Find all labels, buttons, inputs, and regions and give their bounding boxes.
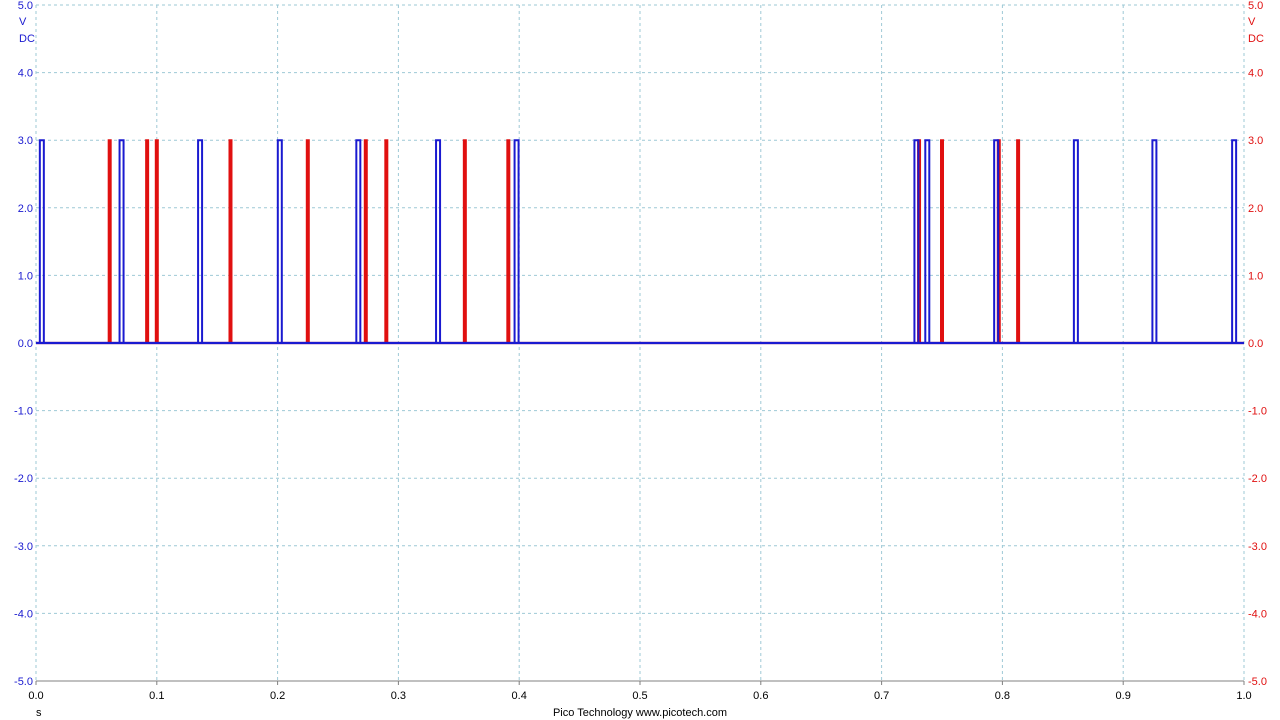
pulse-mark bbox=[993, 139, 1000, 343]
right-y-tick-label: -2.0 bbox=[1248, 473, 1267, 485]
right-y-tick-label: 5.0 bbox=[1248, 0, 1263, 12]
pulse-mark bbox=[913, 139, 920, 343]
pulse-mark bbox=[154, 139, 159, 343]
pulse-mark bbox=[145, 139, 150, 343]
axes bbox=[35, 680, 1245, 685]
pulse-mark bbox=[462, 139, 467, 343]
x-tick-label: 0.4 bbox=[512, 690, 527, 702]
x-tick-label: 0.1 bbox=[149, 690, 164, 702]
left-axis-ticks: -5.0 -4.0 -3.0 -2.0 -1.0 0.0 1.0 2.0 3.0 4.0 5.0 bbox=[14, 0, 33, 688]
x-tick-label: 1.0 bbox=[1236, 690, 1251, 702]
pulse-mark bbox=[1231, 139, 1238, 343]
x-axis-ticks: 0.0 0.1 0.2 0.3 0.4 0.5 0.6 0.7 0.8 0.9 1.0 bbox=[28, 690, 1251, 702]
series-0 bbox=[36, 139, 1244, 345]
left-y-tick-label: 2.0 bbox=[18, 203, 33, 215]
right-y-tick-label: -1.0 bbox=[1248, 406, 1267, 418]
right-y-tick-label: -3.0 bbox=[1248, 541, 1267, 553]
left-axis-unit: V bbox=[19, 16, 27, 28]
left-y-tick-label: -1.0 bbox=[14, 406, 33, 418]
left-y-tick-label: 3.0 bbox=[18, 135, 33, 147]
left-y-tick-label: -2.0 bbox=[14, 473, 33, 485]
right-y-tick-label: 4.0 bbox=[1248, 68, 1263, 80]
right-y-tick-label: 0.0 bbox=[1248, 338, 1263, 350]
x-tick-label: 0.8 bbox=[995, 690, 1010, 702]
right-y-tick-label: -5.0 bbox=[1248, 676, 1267, 688]
x-tick-label: 0.7 bbox=[874, 690, 889, 702]
right-axis-ticks: -5.0 -4.0 -3.0 -2.0 -1.0 0.0 1.0 2.0 3.0 4.0 5.0 bbox=[1248, 0, 1267, 688]
x-tick-label: 0.2 bbox=[270, 690, 285, 702]
pulse-mark bbox=[940, 139, 944, 343]
pulse-mark bbox=[107, 139, 112, 343]
footer-credit: Pico Technology www.picotech.com bbox=[553, 707, 727, 719]
left-y-tick-label: 1.0 bbox=[18, 270, 33, 282]
pulse-mark bbox=[38, 139, 45, 343]
pulse-mark bbox=[276, 139, 283, 343]
left-y-tick-label: 5.0 bbox=[18, 0, 33, 12]
pulse-mark bbox=[506, 139, 511, 343]
x-tick-label: 0.6 bbox=[753, 690, 768, 702]
pulse-mark bbox=[1016, 139, 1021, 343]
left-y-tick-label: 0.0 bbox=[18, 338, 33, 350]
x-axis-unit: s bbox=[36, 707, 42, 719]
pulse-mark bbox=[384, 139, 389, 343]
left-y-tick-label: 4.0 bbox=[18, 68, 33, 80]
pulse-mark bbox=[305, 139, 310, 343]
series-layer bbox=[36, 139, 1244, 345]
x-tick-label: 0.0 bbox=[28, 690, 43, 702]
pulse-mark bbox=[513, 139, 520, 343]
x-tick-label: 0.5 bbox=[632, 690, 647, 702]
left-y-tick-label: -3.0 bbox=[14, 541, 33, 553]
pulse-mark bbox=[118, 139, 125, 343]
right-y-tick-label: 1.0 bbox=[1248, 270, 1263, 282]
pulse-mark bbox=[363, 139, 368, 343]
pulse-mark bbox=[355, 139, 362, 343]
left-y-tick-label: -4.0 bbox=[14, 608, 33, 620]
pulse-mark bbox=[228, 139, 233, 343]
right-y-tick-label: -4.0 bbox=[1248, 608, 1267, 620]
pulse-mark bbox=[924, 139, 931, 343]
right-axis-unit: V bbox=[1248, 16, 1256, 28]
pulse-mark bbox=[1151, 139, 1158, 343]
right-y-tick-label: 2.0 bbox=[1248, 203, 1263, 215]
right-axis-coupling: DC bbox=[1248, 33, 1264, 45]
right-y-tick-label: 3.0 bbox=[1248, 135, 1263, 147]
pulse-mark bbox=[197, 139, 204, 343]
x-tick-label: 0.9 bbox=[1116, 690, 1131, 702]
left-y-tick-label: -5.0 bbox=[14, 676, 33, 688]
left-axis-coupling: DC bbox=[19, 33, 35, 45]
pulse-mark bbox=[1072, 139, 1079, 343]
x-tick-label: 0.3 bbox=[391, 690, 406, 702]
pulse-mark bbox=[435, 139, 442, 343]
